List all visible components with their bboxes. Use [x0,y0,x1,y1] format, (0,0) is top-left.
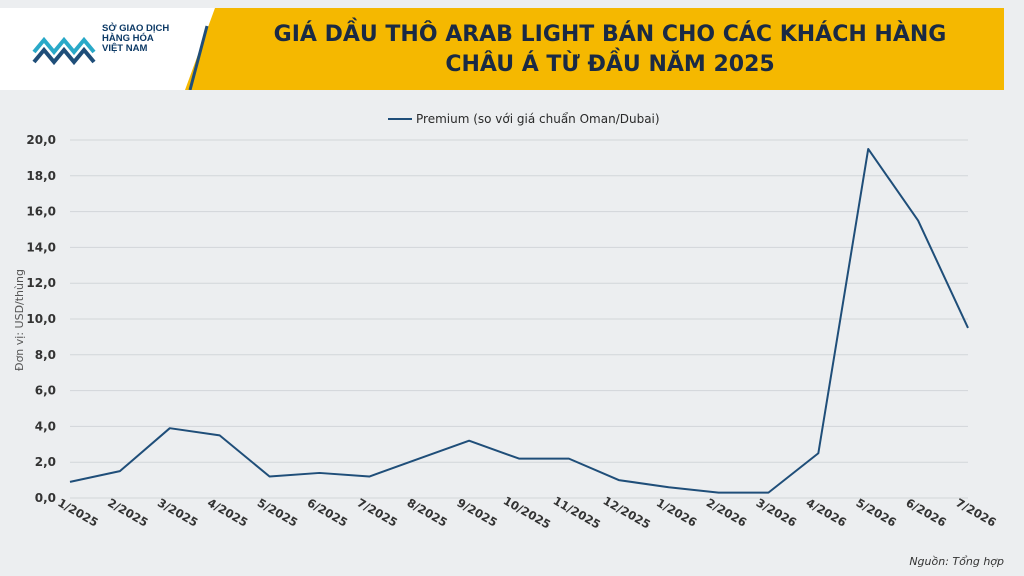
y-tick-label: 6,0 [35,384,56,398]
y-tick-label: 4,0 [35,419,56,433]
x-tick-label: 5/2025 [255,495,300,529]
x-tick-label: 4/2025 [205,495,250,529]
title-line-2: CHÂU Á TỪ ĐẦU NĂM 2025 [445,52,775,77]
y-tick-label: 18,0 [26,169,56,183]
logo-mark [30,30,104,74]
y-tick-label: 12,0 [26,276,56,290]
x-tick-label: 2/2025 [105,495,150,529]
x-axis-ticks: 1/2025 2/2025 3/2025 4/2025 5/2025 6/2025 7/20… [55,493,998,531]
y-tick-label: 2,0 [35,455,56,469]
x-tick-label: 10/2025 [501,493,553,531]
legend-label: Premium (so với giá chuẩn Oman/Dubai) [416,112,660,126]
y-tick-label: 14,0 [26,240,56,254]
x-tick-label: 7/2025 [355,495,400,529]
x-tick-label: 6/2026 [903,495,948,529]
gridlines [70,139,968,499]
x-tick-label: 1/2025 [55,495,100,529]
x-tick-label: 6/2025 [305,495,350,529]
title-line-1: GIÁ DẦU THÔ ARAB LIGHT BÁN CHO CÁC KHÁCH… [273,22,947,47]
y-tick-label: 0,0 [35,491,56,505]
series-line [69,147,969,494]
x-tick-label: 1/2026 [654,495,699,529]
y-tick-label: 10,0 [26,312,56,326]
y-tick-label: 16,0 [26,205,56,219]
series-lines [69,147,969,494]
x-tick-label: 4/2026 [804,495,849,529]
legend: Premium (so với giá chuẩn Oman/Dubai) [388,112,660,126]
y-axis-ticks: 0,0 2,0 4,0 6,0 8,0 10,0 12,0 14,0 16,0 18,0 20,0 [26,133,56,505]
x-tick-label: 3/2026 [754,495,799,529]
x-tick-label: 8/2025 [405,495,450,529]
x-tick-label: 7/2026 [953,495,998,529]
y-axis-label: Đơn vị: USD/thùng [13,269,26,371]
y-tick-label: 20,0 [26,133,56,147]
x-tick-label: 11/2025 [551,493,603,531]
banner-shape [0,8,1004,90]
chart-title: GIÁ DẦU THÔ ARAB LIGHT BÁN CHO CÁC KHÁCH… [230,20,990,80]
x-tick-label: 5/2026 [854,495,899,529]
title-banner [0,8,1004,90]
x-tick-label: 3/2025 [155,495,200,529]
logo-text: SỞ GIAO DỊCH HÀNG HÓA VIỆT NAM [102,24,192,54]
x-tick-label: 12/2025 [601,493,653,531]
x-tick-label: 9/2025 [454,495,499,529]
logo-line-3: VIỆT NAM [102,43,148,54]
logo-line-1: SỞ GIAO DỊCH [102,23,170,34]
source-note: Nguồn: Tổng hợp [909,555,1004,568]
logo-line-2: HÀNG HÓA [102,33,154,44]
y-tick-label: 8,0 [35,348,56,362]
x-tick-label: 2/2026 [704,495,749,529]
